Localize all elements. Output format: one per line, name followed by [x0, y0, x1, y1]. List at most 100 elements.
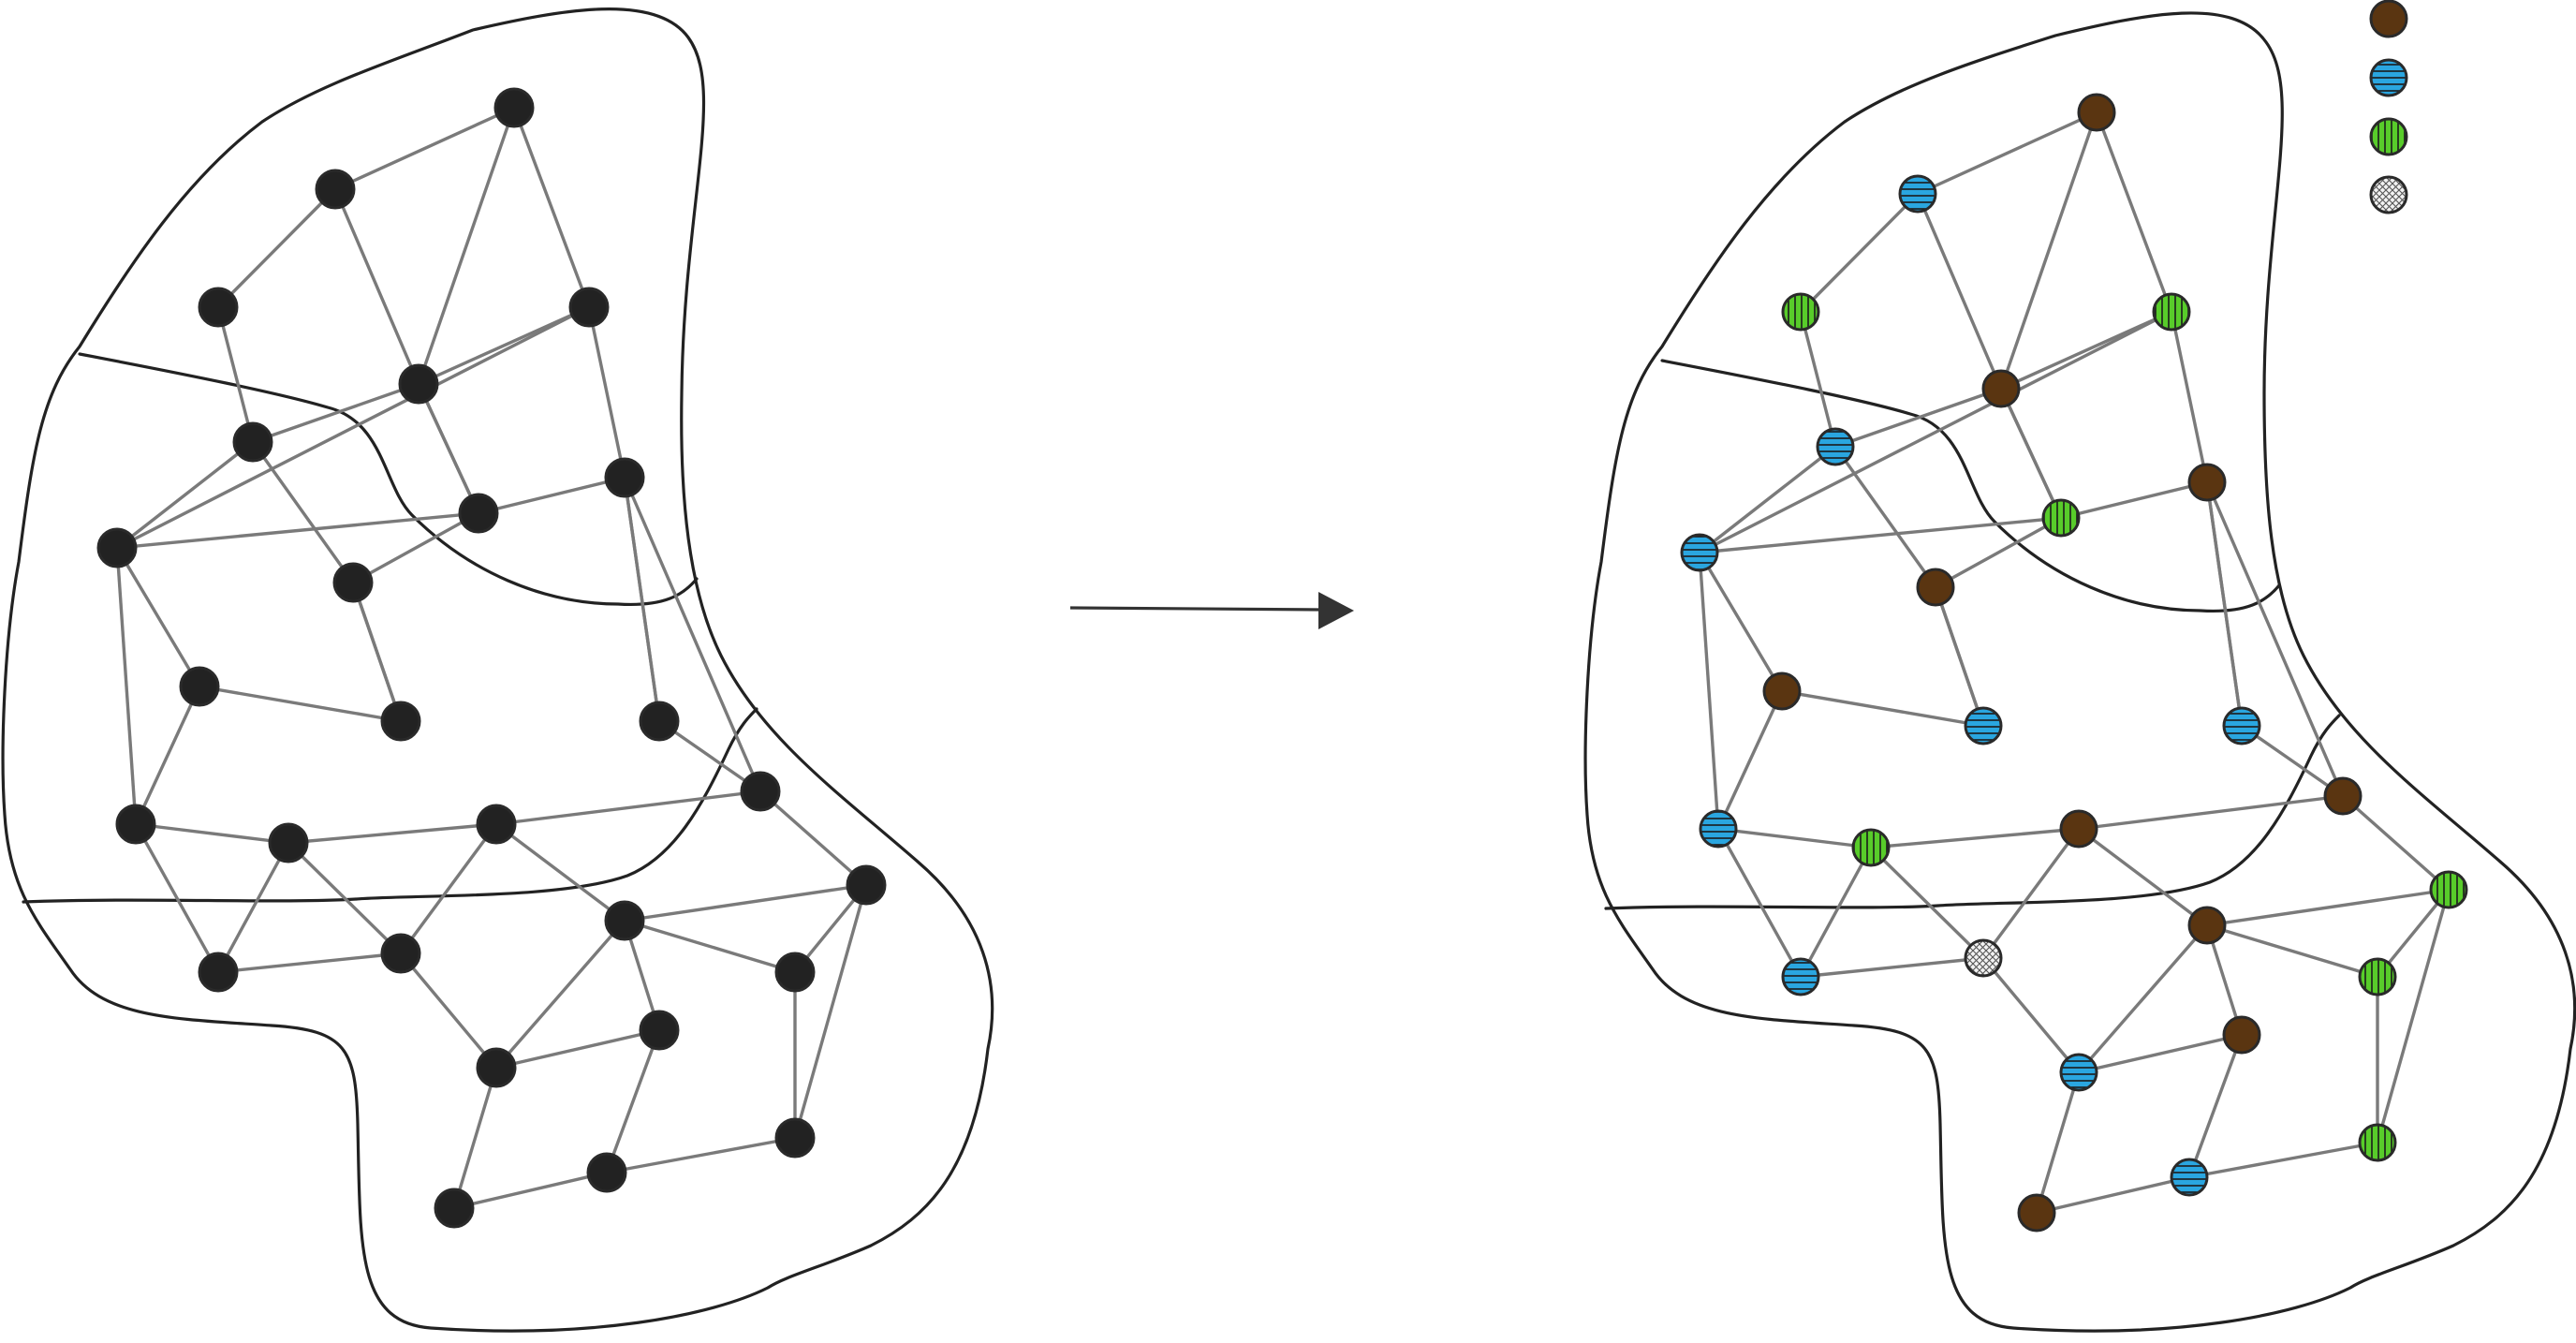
right-vertex: [1781, 957, 1820, 996]
legend-swatch-green: [2369, 117, 2408, 156]
right-vertex: [1916, 568, 1955, 607]
left-edge: [333, 106, 516, 191]
right-vertex: [1699, 809, 1738, 849]
right-edge: [2376, 888, 2451, 1144]
right-vertex: [2059, 809, 2098, 849]
right-edge: [1716, 827, 1873, 849]
right-upper-divider: [1660, 359, 2281, 613]
right-vertex: [2077, 93, 2116, 132]
left-vertex: [639, 1010, 680, 1051]
left-edge: [623, 883, 868, 922]
left-edge: [134, 822, 220, 974]
left-vertex: [115, 804, 156, 845]
left-edge: [333, 187, 420, 386]
left-upper-divider: [78, 352, 699, 607]
right-edge: [1934, 585, 1985, 728]
arrow-shaft: [1069, 606, 1323, 612]
left-vertex: [740, 771, 781, 812]
left-edge: [115, 511, 480, 550]
right-edge: [1934, 516, 2063, 589]
left-vertex: [434, 1188, 475, 1229]
left-edge: [494, 1028, 661, 1070]
left-edge: [758, 790, 868, 887]
right-vertex: [1964, 938, 2003, 978]
left-vertex: [639, 701, 680, 742]
right-edge: [2205, 480, 2345, 798]
right-edges: [1698, 111, 2451, 1215]
left-vertex: [198, 952, 239, 993]
left-edge: [417, 382, 480, 515]
left-vertex: [846, 864, 887, 906]
left-edge: [417, 106, 516, 386]
left-vertex: [315, 169, 356, 210]
left-edge: [134, 822, 290, 845]
right-edge: [2341, 794, 2451, 892]
right-vertex: [1964, 706, 2003, 745]
left-edges: [115, 106, 868, 1210]
left-nodes: [96, 87, 887, 1229]
left-edge: [657, 719, 762, 793]
right-edge: [1799, 846, 1873, 979]
left-vertex: [774, 952, 816, 993]
right-edge: [2170, 310, 2209, 484]
right-edge: [1916, 111, 2098, 196]
right-edge: [1716, 827, 1803, 979]
right-edge: [1999, 111, 2098, 391]
right-edge: [1981, 956, 2081, 1074]
left-edge: [115, 546, 138, 826]
right-edge: [2095, 111, 2173, 314]
right-edge: [1799, 956, 1985, 979]
left-edge: [115, 305, 591, 550]
right-vertex: [2041, 498, 2081, 538]
left-vertex: [493, 87, 535, 128]
left-vertex: [398, 363, 439, 405]
left-edge: [399, 822, 498, 955]
left-vertex: [198, 287, 239, 328]
right-edge: [2077, 923, 2209, 1074]
left-lower-divider: [22, 707, 758, 904]
right-edge: [1799, 310, 1837, 449]
left-edge: [587, 305, 626, 480]
left-vertex: [380, 933, 421, 974]
right-vertex: [2222, 706, 2261, 745]
right-edge: [2077, 794, 2345, 831]
left-edge: [605, 1136, 797, 1174]
left-edge: [198, 685, 403, 723]
right-edge: [1869, 846, 1985, 960]
left-vertex: [96, 527, 138, 568]
right-vertex: [2170, 1158, 2209, 1197]
right-vertex: [1898, 174, 1937, 214]
left-edge: [623, 919, 797, 974]
left-vertex: [476, 804, 517, 845]
left-edge: [216, 305, 255, 444]
right-vertex: [2323, 776, 2363, 816]
right-vertex: [1851, 828, 1891, 867]
transform-arrow: [1069, 592, 1354, 629]
right-edge: [1799, 192, 1920, 314]
right-edge: [1698, 516, 2063, 554]
right-vertex: [2187, 906, 2227, 945]
left-edge: [115, 546, 201, 688]
right-vertex: [2059, 1053, 2098, 1092]
right-vertex: [1762, 672, 1802, 711]
right-edge: [1981, 827, 2081, 960]
left-edge: [494, 919, 626, 1070]
left-vertex: [586, 1152, 627, 1193]
left-edge: [287, 822, 498, 845]
left-edge: [216, 952, 403, 974]
left-vertex: [332, 562, 374, 603]
right-vertex: [2429, 870, 2468, 909]
right-nodes: [1680, 93, 2468, 1232]
right-edge: [1999, 387, 2063, 520]
right-vertex: [1781, 292, 1820, 332]
right-edge: [1716, 689, 1784, 831]
left-vertex: [604, 900, 645, 941]
right-vertex: [2187, 463, 2227, 502]
left-edge: [623, 476, 762, 793]
right-vertex: [2152, 292, 2191, 332]
right-edge: [1698, 551, 1784, 693]
right-edge: [1780, 689, 1985, 728]
color-legend: [2369, 0, 2408, 214]
right-edge: [2035, 1070, 2081, 1215]
right-edge: [2187, 1141, 2379, 1179]
